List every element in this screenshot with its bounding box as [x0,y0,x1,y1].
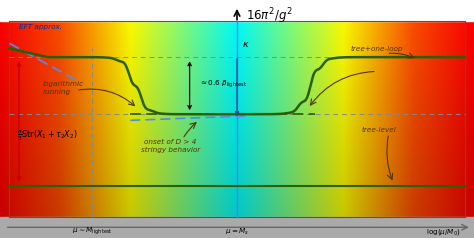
Text: onset of D > 4
stringy behavior: onset of D > 4 stringy behavior [141,139,200,153]
Text: EFT approx.: EFT approx. [19,24,62,30]
Text: $\mu = M_s$: $\mu = M_s$ [225,227,249,237]
Text: $16\pi^2/g^2$: $16\pi^2/g^2$ [246,7,293,26]
Text: tree-level: tree-level [362,127,397,133]
Text: $\log(\mu/M_0)$: $\log(\mu/M_0)$ [426,227,461,237]
Text: $\kappa$: $\kappa$ [242,40,249,49]
Text: tree+one-loop: tree+one-loop [351,46,403,52]
Text: $\mu{\sim}M_{\rm lightest}$: $\mu{\sim}M_{\rm lightest}$ [72,225,113,237]
Text: $\approx 0.6\;\beta_{\rm lightest}$: $\approx 0.6\;\beta_{\rm lightest}$ [199,79,247,90]
Bar [0,0,474,21]
Text: $\frac{\pi}{3}$Str$(X_1 + \tau_2 X_2)$: $\frac{\pi}{3}$Str$(X_1 + \tau_2 X_2)$ [17,128,77,143]
Bar [0,217,474,238]
Text: logarithmic
running: logarithmic running [43,81,84,95]
